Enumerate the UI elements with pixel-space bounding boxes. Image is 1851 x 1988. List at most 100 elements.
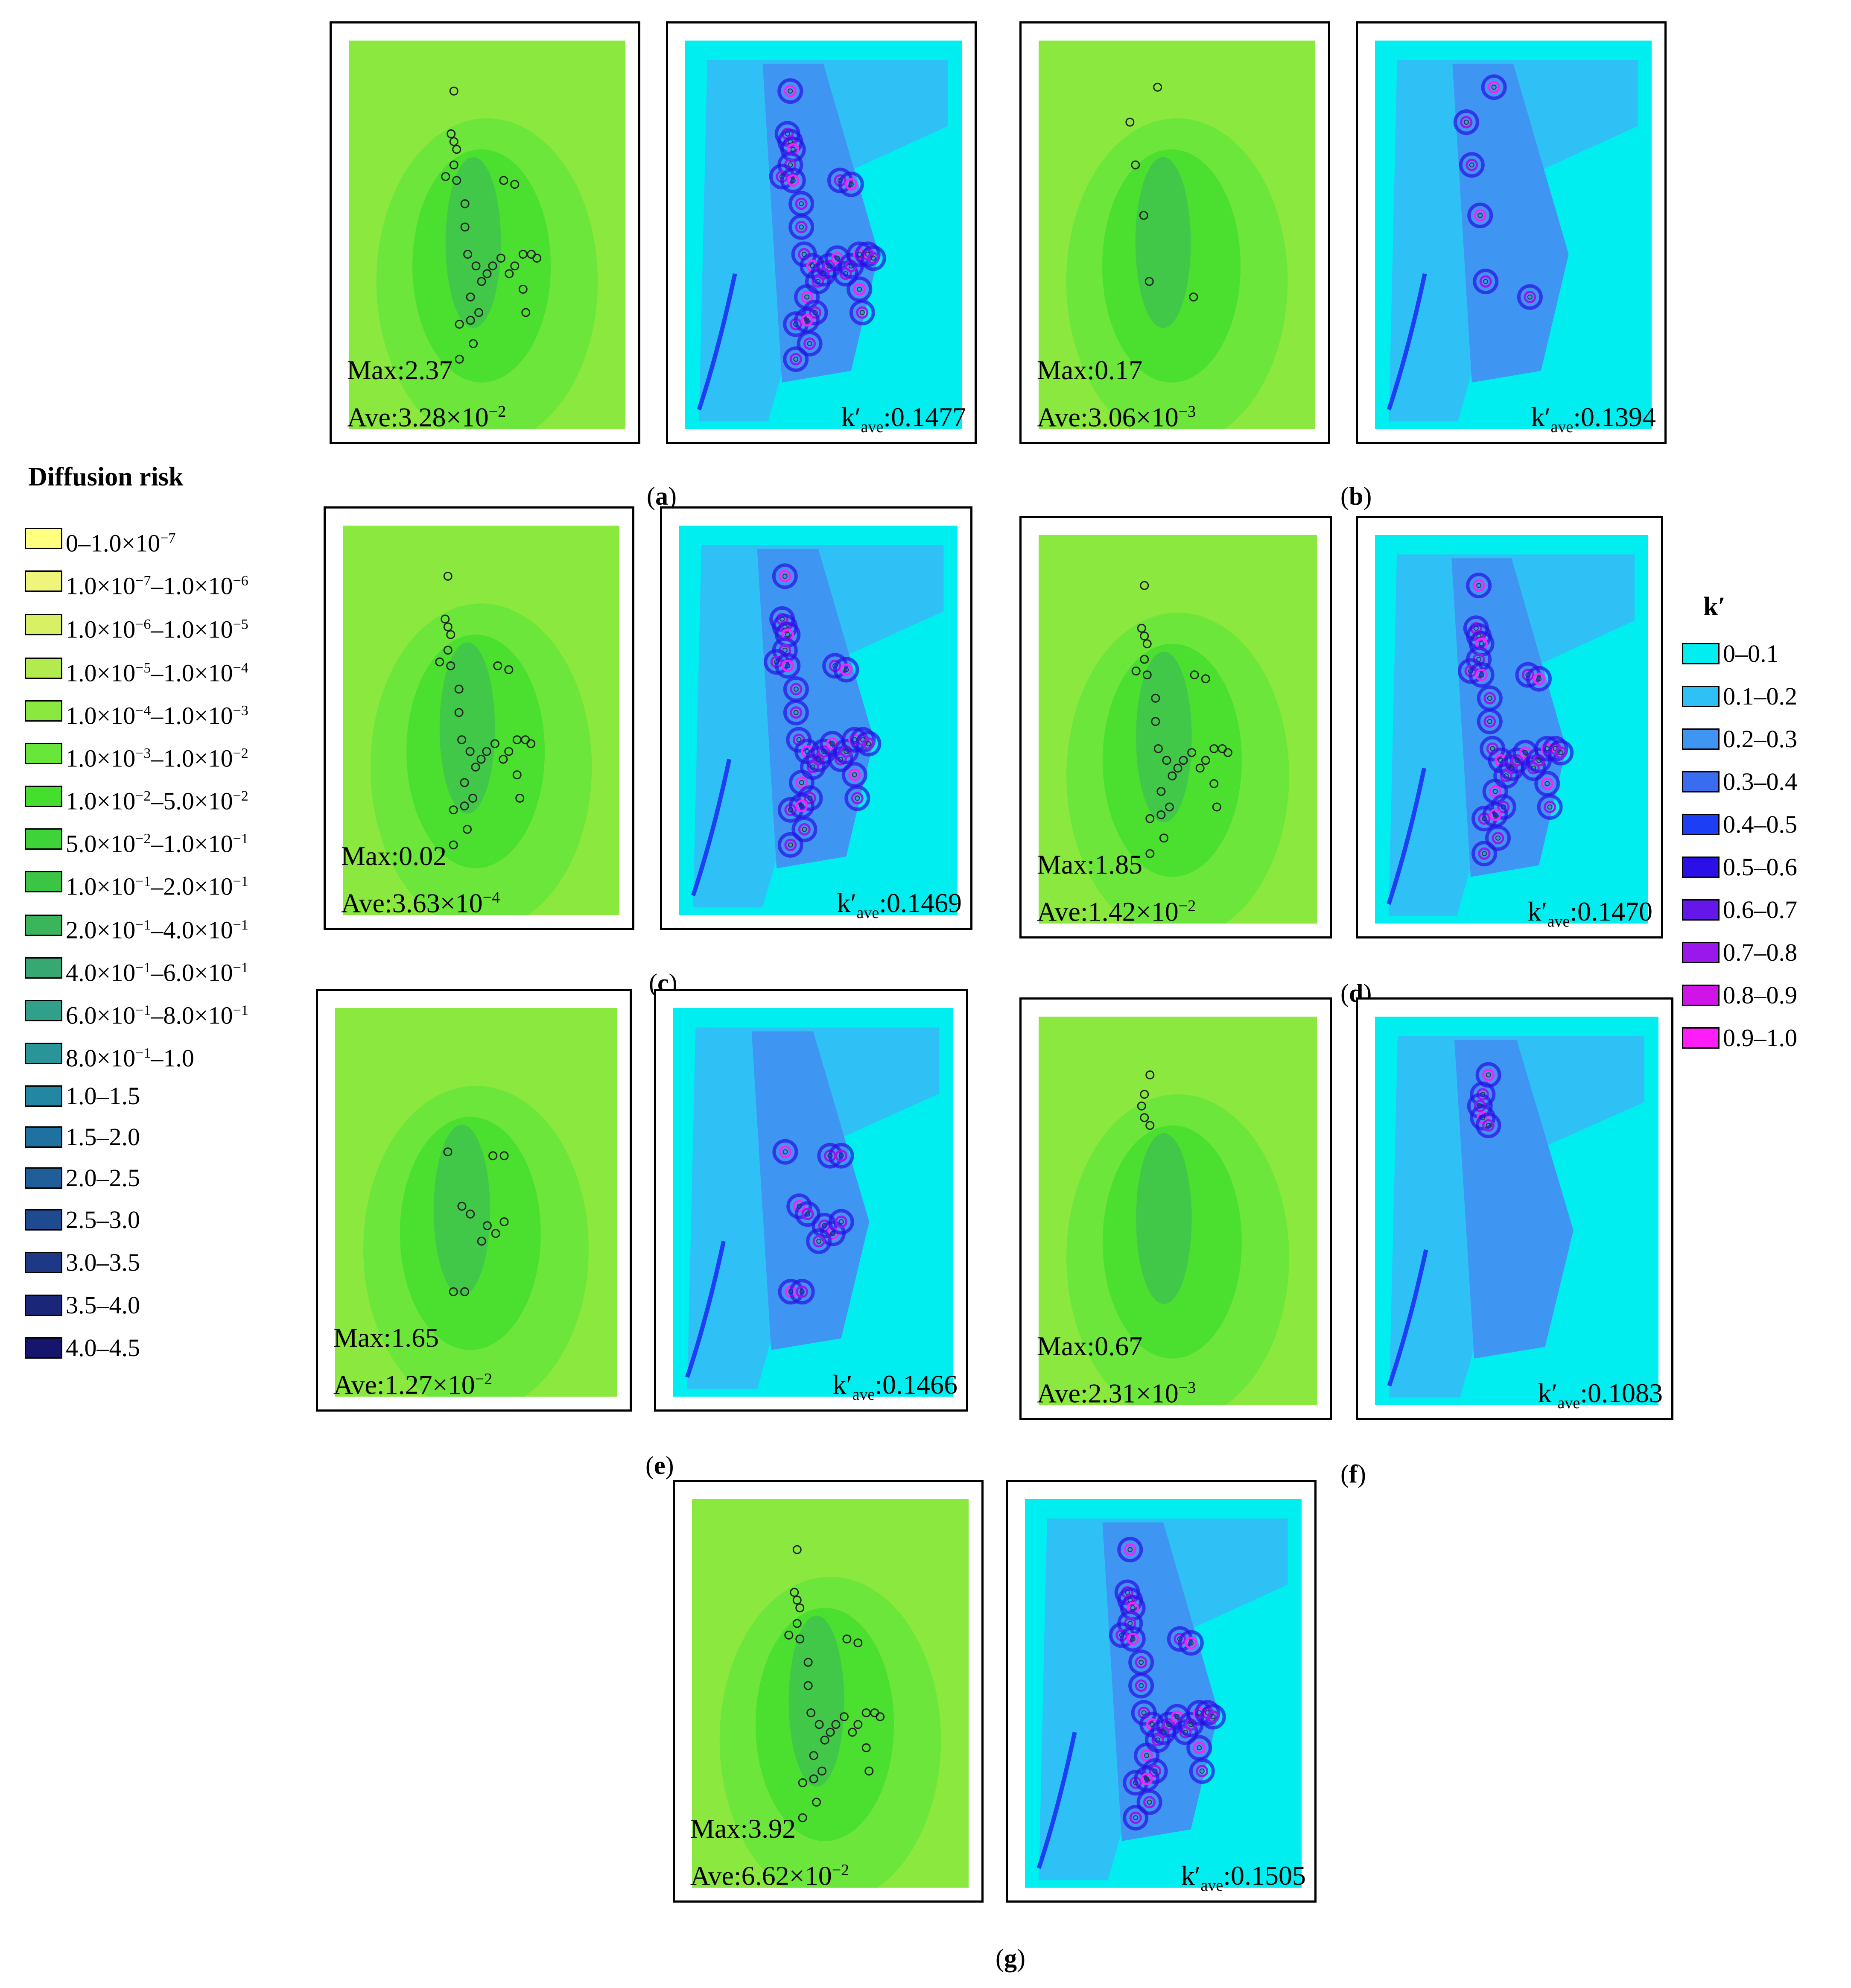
max-label: Max:2.37: [347, 355, 453, 385]
k-halo: [855, 731, 882, 757]
k-core: [798, 823, 811, 836]
well-point: [518, 284, 528, 294]
legend-swatch: [25, 1252, 62, 1273]
ave-label: Ave:3.06×10−3: [1037, 402, 1196, 433]
k-map-b: [1375, 41, 1652, 429]
legend-label: 0–0.1: [1723, 640, 1779, 667]
diffusion-legend-item: 1.0×10−6–1.0×10−5: [25, 611, 289, 643]
well-point: [805, 1211, 810, 1217]
k-core: [856, 306, 869, 319]
k-core: [1497, 801, 1510, 813]
well-point: [1156, 787, 1166, 796]
k-halo: [855, 241, 881, 267]
k-core: [823, 260, 835, 272]
well-point: [460, 199, 470, 208]
legend-swatch: [1682, 771, 1720, 792]
k-halo: [777, 832, 803, 858]
panel-caption-b: (b): [1340, 482, 1372, 510]
well-point: [804, 294, 810, 300]
well-point: [1144, 1776, 1150, 1782]
legend-label: 1.5–2.0: [66, 1123, 140, 1151]
legend-swatch: [25, 1209, 62, 1231]
k-core: [779, 570, 791, 583]
well-point: [826, 1728, 835, 1737]
k-core: [851, 792, 864, 804]
k-core: [1488, 81, 1501, 94]
well-point: [441, 614, 450, 624]
well-point: [1145, 814, 1155, 823]
well-point: [1477, 213, 1483, 218]
k-legend-item: 0.9–1.0: [1682, 1025, 1844, 1051]
k-halo: [806, 1228, 832, 1254]
k-core: [853, 283, 866, 295]
k-halo: [777, 78, 803, 104]
max-label: Max:1.65: [333, 1322, 439, 1353]
max-label: Max:1.85: [1037, 849, 1143, 880]
k-core: [784, 839, 797, 851]
k-legend-item: 0–0.1: [1682, 640, 1844, 667]
k-halo: [1200, 1704, 1226, 1730]
legend-swatch: [25, 786, 62, 807]
k-halo: [1548, 740, 1574, 766]
well-point: [457, 1202, 467, 1211]
k-core: [790, 683, 803, 696]
well-point: [1168, 771, 1177, 781]
k-halo: [783, 346, 809, 372]
well-point: [852, 772, 857, 778]
k-halo: [1178, 1630, 1204, 1656]
k-zone-low: [1039, 1518, 1288, 1880]
legend-swatch: [1682, 1027, 1720, 1049]
well-point: [476, 754, 486, 764]
max-label: Max:0.17: [1037, 355, 1143, 385]
well-point: [1151, 693, 1160, 703]
well-point: [1131, 667, 1141, 675]
k-map-e: [673, 1008, 953, 1397]
well-point: [803, 1681, 813, 1690]
well-point: [499, 176, 508, 185]
k-core: [867, 252, 880, 265]
well-point: [526, 739, 536, 748]
legend-label: 0–1.0×10−7: [66, 529, 176, 557]
well-point: [441, 172, 450, 181]
k-halo: [802, 300, 828, 325]
well-point: [799, 224, 804, 230]
well-point: [504, 665, 514, 674]
well-point: [1527, 294, 1533, 300]
k-legend-item: 0.1–0.2: [1682, 683, 1844, 710]
legend-label: 4.0×10−1–6.0×10−1: [66, 959, 248, 987]
risk-panel-f: Max:0.67 Ave:2.31×10−3: [1019, 997, 1332, 1420]
well-point: [1476, 583, 1482, 588]
well-point: [844, 667, 849, 672]
well-point: [839, 1712, 849, 1722]
legend-label: 1.0×10−2–5.0×10−2: [66, 787, 248, 815]
legend-swatch: [25, 700, 62, 722]
risk-zone-inner: [445, 157, 501, 328]
well-point: [449, 137, 458, 146]
well-point: [482, 1221, 492, 1231]
k-river: [691, 759, 732, 896]
k-panel-d: k′ave:0.1470: [1356, 516, 1663, 938]
well-point: [1479, 641, 1484, 646]
k-core: [1466, 158, 1478, 171]
k-core: [1544, 801, 1556, 813]
k-legend-item: 0.5–0.6: [1682, 854, 1844, 880]
well-point: [449, 840, 458, 850]
well-point: [798, 1778, 807, 1787]
k-zone-low: [693, 545, 944, 907]
k-core: [1129, 1811, 1142, 1824]
ave-label: Ave:2.31×10−3: [1037, 1378, 1196, 1409]
k-core: [1482, 1069, 1495, 1081]
k-core: [784, 85, 797, 97]
well-point: [1139, 1683, 1144, 1688]
well-point: [499, 754, 508, 764]
max-label: Max:0.67: [1037, 1331, 1143, 1361]
well-point: [499, 1151, 509, 1161]
k-core: [1143, 1796, 1156, 1809]
legend-swatch: [25, 871, 62, 892]
well-point: [842, 1634, 852, 1644]
well-point: [452, 176, 461, 185]
well-point: [474, 308, 484, 317]
well-point: [455, 319, 464, 329]
k-legend-item: 0.6–0.7: [1682, 897, 1844, 923]
well-point: [812, 1798, 821, 1807]
